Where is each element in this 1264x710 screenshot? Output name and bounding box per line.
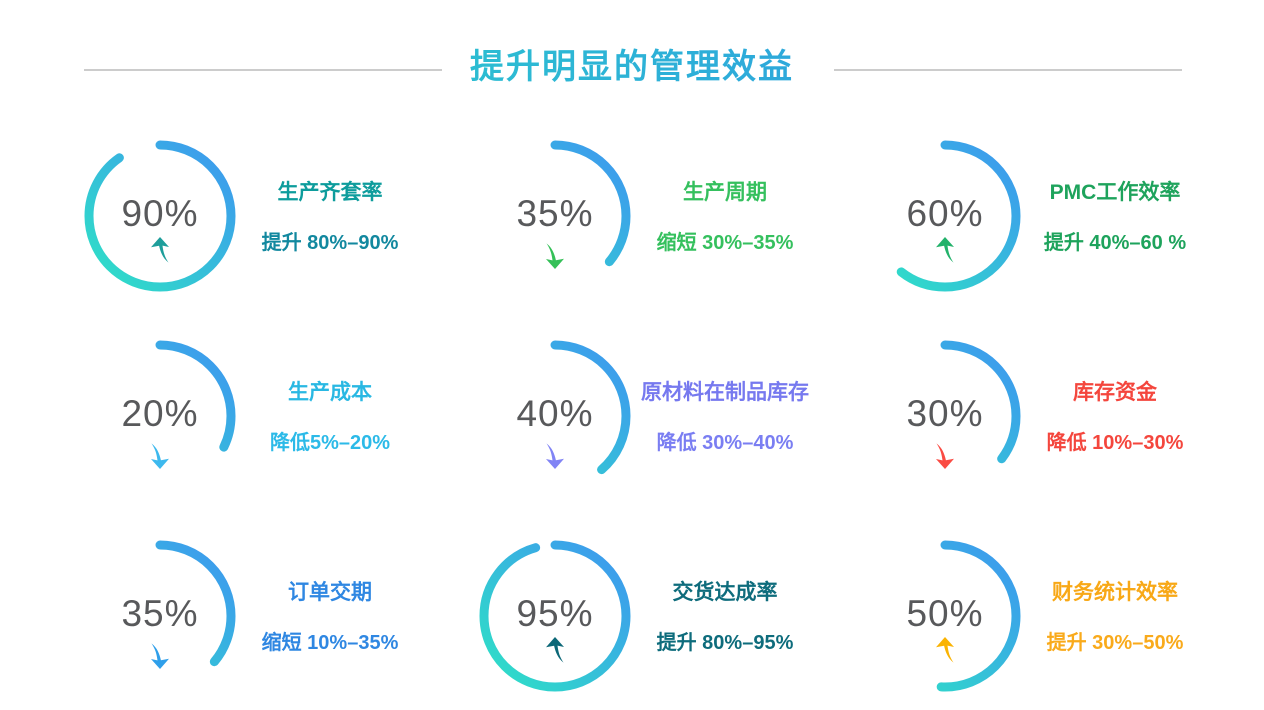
gauge-value: 35% <box>516 193 594 234</box>
gauge-ring: 50% <box>865 536 1025 696</box>
gauge-ring: 95% <box>475 536 635 696</box>
item-title: PMC工作效率 <box>1049 181 1181 204</box>
progress-ring-icon <box>869 340 1021 492</box>
trend-up-arrow-icon <box>151 237 169 263</box>
item-title: 库存资金 <box>1073 381 1157 404</box>
gauge-text-block: 生产齐套率 提升 80%–90% <box>238 136 422 296</box>
item-desc: 降低 10%–30% <box>1046 432 1184 454</box>
gauge-text-block: 财务统计效率 提升 30%–50% <box>1023 536 1207 696</box>
gauge-text-block: 订单交期 缩短 10%–35% <box>238 536 422 696</box>
gauge-ring: 40% <box>475 336 635 496</box>
trend-down-arrow-icon <box>936 443 954 469</box>
gauge-ring: 30% <box>865 336 1025 496</box>
gauge-item: 60% PMC工作效率 提升 40%–60 % <box>865 136 1207 296</box>
progress-ring-icon <box>84 140 236 292</box>
item-desc: 降低5%–20% <box>269 432 391 454</box>
progress-ring-icon <box>84 340 236 492</box>
gauge-item: 40% 原材料在制品库存 降低 30%–40% <box>475 336 817 496</box>
progress-ring-icon <box>479 140 631 292</box>
item-desc: 降低 30%–40% <box>656 432 794 454</box>
gauge-value: 95% <box>516 593 594 634</box>
gauge-value: 60% <box>906 193 984 234</box>
trend-up-arrow-icon <box>936 637 954 663</box>
progress-ring-icon <box>869 140 1021 292</box>
gauge-text-block: 生产周期 缩短 30%–35% <box>633 136 817 296</box>
progress-ring-icon <box>479 340 631 492</box>
gauge-text-block: 生产成本 降低5%–20% <box>238 336 422 496</box>
gauge-item: 90% 生产齐套率 提升 80%–90% <box>80 136 422 296</box>
trend-up-arrow-icon <box>546 637 564 663</box>
title-divider-right <box>834 69 1182 71</box>
gauge-text-block: 库存资金 降低 10%–30% <box>1023 336 1207 496</box>
item-title: 原材料在制品库存 <box>641 381 809 404</box>
item-title: 生产周期 <box>683 181 767 204</box>
item-desc: 缩短 30%–35% <box>656 232 794 254</box>
item-title: 生产齐套率 <box>277 181 383 204</box>
trend-down-arrow-icon <box>151 443 169 469</box>
trend-down-arrow-icon <box>151 643 169 669</box>
gauge-item: 30% 库存资金 降低 10%–30% <box>865 336 1207 496</box>
gauge-ring: 90% <box>80 136 240 296</box>
progress-ring-icon <box>869 540 1021 692</box>
gauge-value: 35% <box>121 593 199 634</box>
trend-up-arrow-icon <box>936 237 954 263</box>
item-title: 订单交期 <box>288 581 372 604</box>
gauge-item: 95% 交货达成率 提升 80%–95% <box>475 536 817 696</box>
item-desc: 提升 80%–90% <box>261 232 399 254</box>
gauge-text-block: 原材料在制品库存 降低 30%–40% <box>633 336 817 496</box>
gauge-item: 20% 生产成本 降低5%–20% <box>80 336 422 496</box>
gauge-ring: 20% <box>80 336 240 496</box>
gauge-value: 40% <box>516 393 594 434</box>
item-title: 交货达成率 <box>672 581 778 604</box>
item-desc: 提升 40%–60 % <box>1043 232 1187 254</box>
gauge-item: 35% 生产周期 缩短 30%–35% <box>475 136 817 296</box>
gauge-ring: 35% <box>475 136 635 296</box>
gauge-ring: 35% <box>80 536 240 696</box>
item-title: 财务统计效率 <box>1052 581 1178 604</box>
gauge-item: 50% 财务统计效率 提升 30%–50% <box>865 536 1207 696</box>
gauge-item: 35% 订单交期 缩短 10%–35% <box>80 536 422 696</box>
item-desc: 提升 80%–95% <box>656 632 794 654</box>
item-desc: 提升 30%–50% <box>1046 632 1184 654</box>
page-title: 提升明显的管理效益 <box>0 46 1264 88</box>
gauge-text-block: PMC工作效率 提升 40%–60 % <box>1023 136 1207 296</box>
title-divider-left <box>84 69 442 71</box>
trend-down-arrow-icon <box>546 443 564 469</box>
gauge-text-block: 交货达成率 提升 80%–95% <box>633 536 817 696</box>
progress-ring-icon <box>84 540 236 692</box>
gauge-ring: 60% <box>865 136 1025 296</box>
gauge-value: 90% <box>121 193 199 234</box>
gauge-value: 50% <box>906 593 984 634</box>
trend-down-arrow-icon <box>546 243 564 269</box>
progress-ring-icon <box>479 540 631 692</box>
gauge-value: 30% <box>906 393 984 434</box>
item-desc: 缩短 10%–35% <box>261 632 399 654</box>
item-title: 生产成本 <box>288 381 372 404</box>
gauge-value: 20% <box>121 393 199 434</box>
